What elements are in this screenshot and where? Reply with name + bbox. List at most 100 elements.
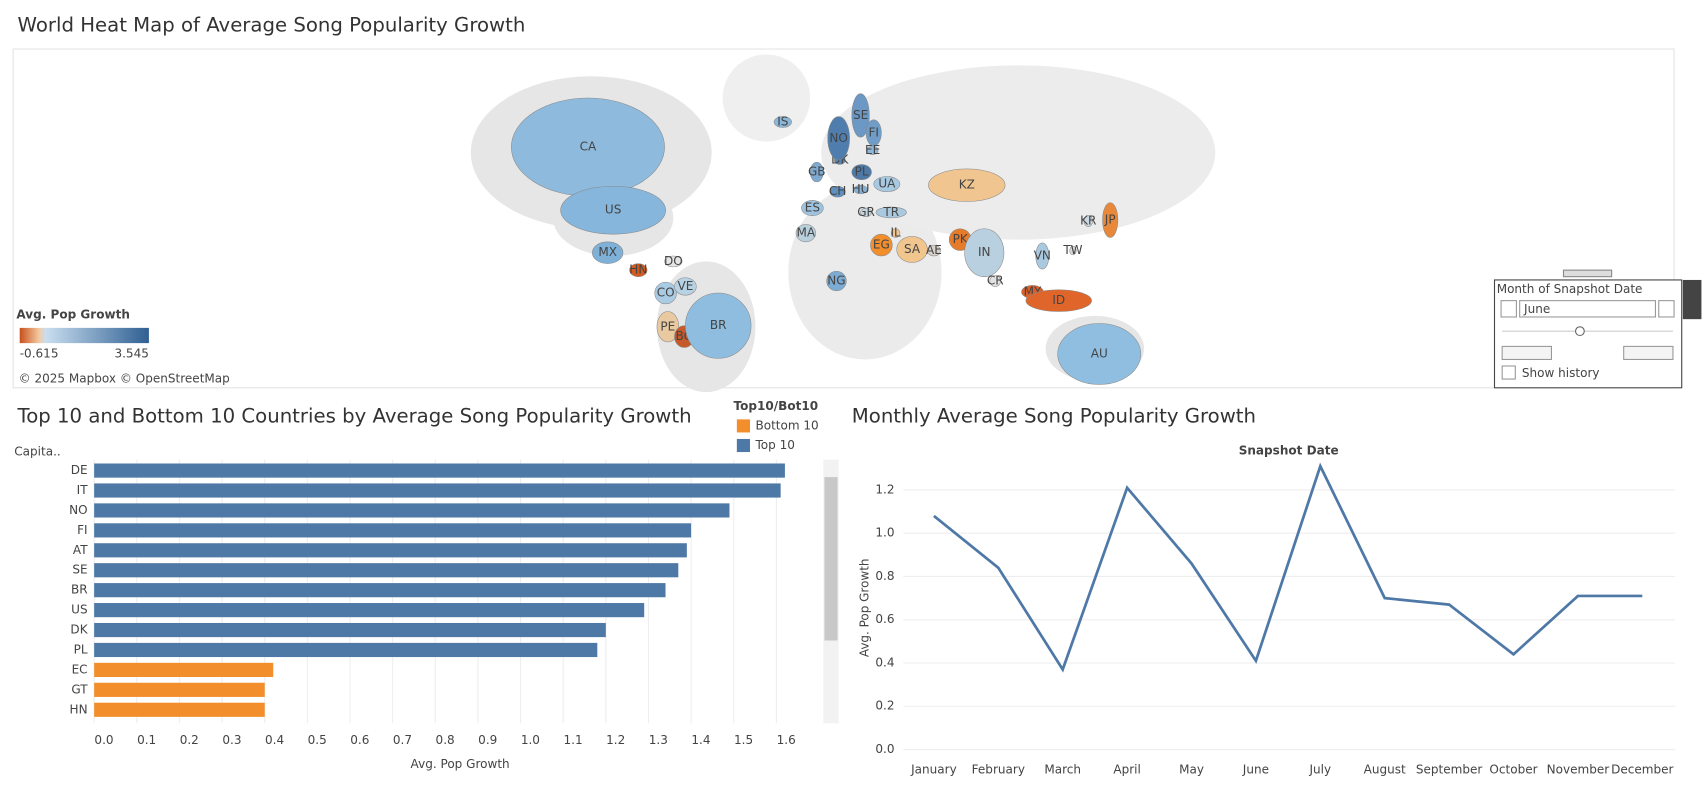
country <box>795 224 816 243</box>
country <box>685 292 752 359</box>
bar-x-label: Avg. Pop Growth <box>411 757 510 771</box>
country-label: GR <box>857 205 875 219</box>
filter-next[interactable] <box>1658 300 1675 318</box>
playback-controls[interactable] <box>1501 345 1552 361</box>
bar <box>94 463 785 478</box>
country-label: HN <box>629 263 647 277</box>
country-label: BR <box>710 318 727 332</box>
x-tick-label: 1.0 <box>521 733 540 747</box>
country-label: CH <box>829 184 846 198</box>
filter-value[interactable]: June <box>1523 302 1550 316</box>
country-label: GB <box>808 165 826 179</box>
x-tick-label: 0.0 <box>94 733 113 747</box>
country-label: MA <box>797 226 816 240</box>
country <box>1035 242 1050 270</box>
x-tick-label: 0.1 <box>137 733 156 747</box>
filter-prev[interactable] <box>1500 300 1517 318</box>
country <box>851 164 872 181</box>
legend-label: Bottom 10 <box>755 418 818 432</box>
scroll-thumb[interactable] <box>824 477 838 641</box>
country <box>1083 215 1093 227</box>
bar <box>94 563 679 578</box>
country <box>826 270 847 292</box>
bar <box>94 503 730 518</box>
y-tick-label: HN <box>70 702 88 716</box>
x-tick-label: July <box>1308 763 1331 777</box>
x-tick-label: November <box>1547 763 1610 777</box>
y-tick-label: 0.6 <box>875 612 894 626</box>
x-tick-label: 0.3 <box>222 733 241 747</box>
speed-controls[interactable] <box>1623 345 1674 361</box>
bar-title: Top 10 and Bottom 10 Countries by Averag… <box>17 405 692 428</box>
line-x-label: Snapshot Date <box>1239 443 1339 457</box>
country <box>1069 245 1077 256</box>
country <box>853 184 868 195</box>
map-legend-min: -0.615 <box>20 347 59 361</box>
country-label: AU <box>1091 347 1108 361</box>
country-label: TR <box>882 205 899 219</box>
country-label: EE <box>865 143 880 157</box>
map-title: World Heat Map of Average Song Popularit… <box>18 14 526 37</box>
x-tick-label: 1.1 <box>563 733 582 747</box>
country-label: MX <box>598 245 617 259</box>
country <box>674 277 697 296</box>
country <box>866 145 879 155</box>
line-title: Monthly Average Song Popularity Growth <box>852 405 1256 428</box>
x-tick-label: 1.2 <box>606 733 625 747</box>
country <box>1057 323 1142 385</box>
y-tick-label: AT <box>73 543 88 557</box>
bar <box>94 583 666 598</box>
country <box>809 162 824 183</box>
country-label: UA <box>878 177 896 191</box>
country-label: PK <box>953 232 969 246</box>
country <box>873 176 901 192</box>
y-tick-label: 0.2 <box>875 699 894 713</box>
country-label: US <box>605 203 621 217</box>
y-tick-label: NO <box>69 503 87 517</box>
country-label: PL <box>855 165 869 179</box>
filter-option: Show history <box>1522 366 1600 380</box>
country <box>1102 202 1119 238</box>
filter-slider[interactable] <box>1574 326 1585 337</box>
history-checkbox[interactable] <box>1501 365 1516 380</box>
country-label: TW <box>1062 243 1082 257</box>
country-label: CA <box>580 140 597 154</box>
filter-title: Month of Snapshot Date <box>1497 282 1643 296</box>
y-tick-label: 0.4 <box>875 656 894 670</box>
bar <box>94 702 265 717</box>
x-tick-label: 1.5 <box>734 733 753 747</box>
country <box>801 200 824 216</box>
country-label: EG <box>873 238 890 252</box>
country-label: KZ <box>959 178 975 192</box>
country-label: SA <box>904 242 921 256</box>
y-tick-label: 1.0 <box>875 526 894 540</box>
line <box>933 462 1643 673</box>
country <box>592 241 624 264</box>
country-label: VN <box>1034 249 1051 263</box>
country-label: NG <box>827 274 845 288</box>
y-tick-label: FI <box>77 523 87 537</box>
bar-legend-title: Top10/Bot10 <box>734 399 819 413</box>
x-tick-label: 1.6 <box>777 733 796 747</box>
country-label: KR <box>1080 214 1096 228</box>
y-tick-label: IT <box>77 483 89 497</box>
y-tick-label: 0.0 <box>875 742 894 756</box>
country <box>656 311 680 343</box>
y-tick-label: DK <box>70 623 88 637</box>
country-label: IN <box>978 245 991 259</box>
bar <box>94 603 645 618</box>
map-legend-max: 3.545 <box>114 347 148 361</box>
bar <box>94 523 692 538</box>
bar <box>94 483 781 498</box>
filter-dropdown[interactable] <box>1519 300 1656 318</box>
x-tick-label: September <box>1416 763 1483 777</box>
country-label: HU <box>852 182 870 196</box>
country <box>989 275 1001 287</box>
country-label: SE <box>853 108 868 122</box>
legend-swatch <box>736 419 750 433</box>
country-label: ID <box>1052 293 1065 307</box>
country-label: IS <box>777 115 788 129</box>
x-tick-label: April <box>1113 763 1141 777</box>
x-tick-label: 0.6 <box>350 733 369 747</box>
